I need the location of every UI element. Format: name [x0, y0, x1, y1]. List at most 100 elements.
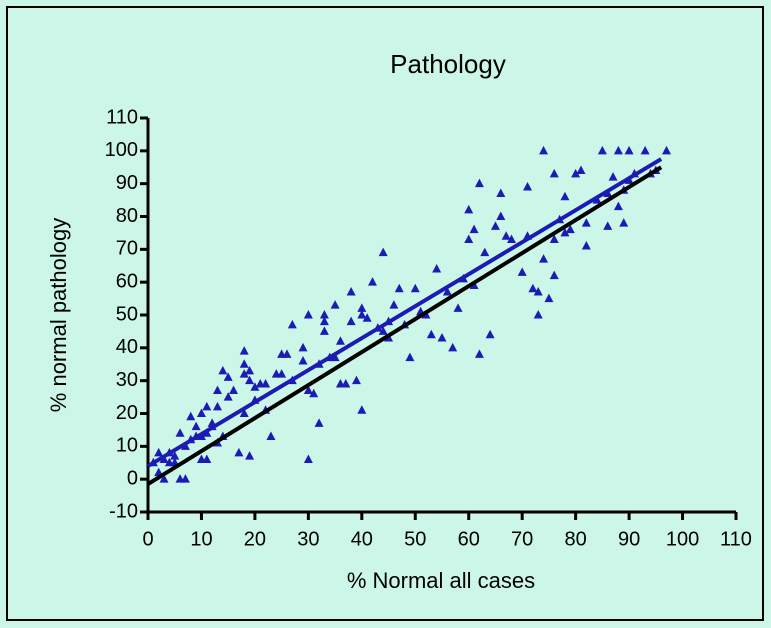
point: [212, 385, 222, 395]
point: [298, 342, 308, 352]
y-tick-label: 100: [105, 139, 138, 161]
point: [159, 474, 169, 483]
point: [549, 168, 559, 178]
point: [330, 300, 340, 309]
point: [624, 145, 634, 155]
point: [303, 454, 313, 463]
y-tick-label: 60: [116, 270, 138, 292]
point: [180, 474, 190, 483]
point: [245, 451, 255, 460]
x-tick-label: 100: [666, 528, 699, 550]
point: [517, 267, 527, 276]
point: [469, 224, 479, 234]
point: [453, 303, 463, 312]
point: [229, 385, 239, 395]
point: [309, 388, 319, 398]
point: [506, 234, 516, 243]
point: [410, 283, 420, 293]
point: [560, 227, 570, 237]
point: [480, 247, 490, 257]
x-tick-label: 30: [297, 528, 319, 550]
point: [442, 287, 452, 296]
y-tick-label: 10: [116, 435, 138, 457]
point: [212, 401, 222, 411]
point: [496, 211, 506, 220]
point: [202, 454, 212, 463]
point: [186, 411, 196, 421]
point: [496, 188, 506, 198]
x-tick-label: 110: [720, 528, 752, 550]
point: [341, 378, 351, 388]
point: [287, 319, 297, 329]
point: [389, 300, 399, 309]
point: [565, 224, 575, 234]
point: [437, 332, 447, 342]
point: [202, 401, 212, 411]
point: [298, 355, 308, 365]
x-axis-label: % Normal all cases: [347, 568, 535, 593]
y-tick-label: 110: [106, 106, 138, 128]
point: [170, 451, 180, 460]
point: [346, 287, 356, 296]
point: [303, 385, 313, 395]
y-tick-label: 80: [116, 205, 138, 227]
point: [581, 241, 591, 250]
point: [239, 359, 249, 368]
point: [239, 369, 249, 378]
point: [613, 201, 623, 211]
point: [603, 221, 613, 230]
point: [368, 277, 378, 286]
point: [351, 375, 361, 385]
point: [191, 421, 201, 431]
point: [245, 365, 255, 375]
y-tick-label: 30: [116, 369, 138, 391]
point: [378, 247, 388, 257]
point: [303, 310, 313, 319]
point: [362, 313, 372, 322]
point: [523, 181, 533, 191]
frame: [6, 6, 764, 621]
point: [357, 310, 367, 319]
point: [560, 191, 570, 201]
point: [346, 316, 356, 326]
point: [528, 283, 538, 293]
point: [432, 264, 442, 273]
point: [277, 369, 287, 378]
point: [448, 342, 458, 352]
point: [234, 447, 244, 457]
y-tick-label: 50: [116, 303, 138, 325]
point: [608, 172, 618, 181]
point: [539, 145, 549, 155]
point: [330, 352, 340, 362]
point: [218, 365, 228, 375]
point: [239, 408, 249, 417]
point: [378, 326, 388, 335]
point: [613, 145, 623, 155]
point: [571, 168, 581, 178]
point: [250, 382, 260, 391]
point: [490, 221, 500, 230]
point: [319, 326, 329, 335]
point: [223, 392, 233, 401]
point: [619, 218, 629, 227]
point: [394, 283, 404, 293]
point: [245, 375, 255, 385]
point: [314, 418, 324, 427]
point: [474, 178, 484, 188]
chart-title: Pathology: [390, 49, 506, 79]
y-tick-label: 70: [116, 238, 138, 260]
point: [549, 234, 559, 243]
y-tick-label: 20: [116, 402, 138, 424]
point: [319, 310, 329, 319]
x-tick-label: 20: [244, 528, 266, 550]
point: [239, 346, 249, 355]
point: [549, 270, 559, 280]
point: [539, 254, 549, 263]
point: [501, 231, 511, 240]
point: [405, 352, 415, 362]
y-tick-label: 40: [116, 336, 138, 358]
point: [581, 218, 591, 227]
fit-line: [146, 157, 663, 468]
